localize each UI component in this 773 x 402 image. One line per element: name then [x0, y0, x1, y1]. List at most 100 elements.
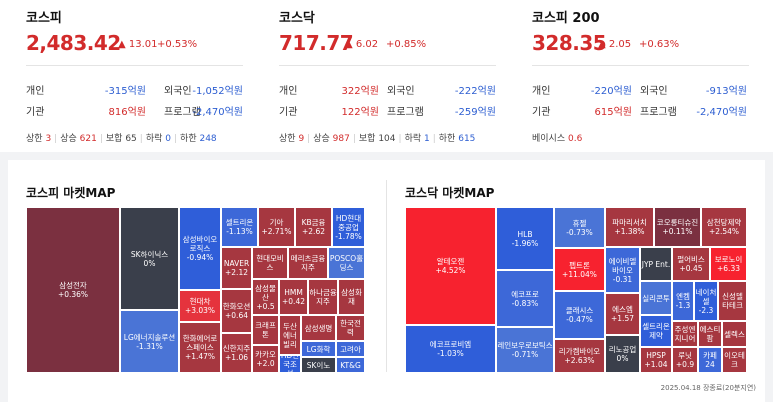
- map-tile[interactable]: 신성델타테크: [718, 281, 747, 321]
- map-tile[interactable]: 레인보우로보틱스 -0.71%: [496, 327, 554, 373]
- index-percent: +0.53%: [157, 39, 198, 50]
- inst-value: 816억원: [108, 107, 147, 118]
- map-tile[interactable]: 삼성화재: [338, 279, 365, 315]
- map-tile[interactable]: 셀렉스: [722, 321, 747, 347]
- map-tile[interactable]: 실리콘투: [640, 281, 672, 315]
- map-tile[interactable]: 삼성물산 +0.5: [252, 279, 279, 315]
- inst-value: 122억원: [341, 107, 380, 118]
- market-map-panel: 코스피 마켓MAP 코스닥 마켓MAP 삼성전자 +0.36% SK하이닉스 0% …: [8, 160, 765, 402]
- kospi-treemap: 삼성전자 +0.36% SK하이닉스 0% LG에너지솔루션 -1.31% 삼성바이오…: [26, 207, 365, 373]
- foreign-label: 외국인: [387, 86, 415, 97]
- map-tile[interactable]: JYP Ent.: [640, 247, 672, 281]
- map-tile[interactable]: 에코프로 -0.83%: [496, 270, 554, 327]
- map-tile[interactable]: HMM +0.42: [279, 279, 308, 315]
- map-tile[interactable]: 신한지주 +1.06: [221, 333, 252, 373]
- program-label: 프로그램: [164, 107, 201, 118]
- index-percent: +0.85%: [386, 39, 427, 50]
- inst-label: 기관: [26, 107, 45, 118]
- map-tile[interactable]: HLB -1.96%: [496, 207, 554, 270]
- advance-decline: 상한 3 | 상승 621 | 보합 65 | 하락 0 | 하한 248: [26, 134, 217, 144]
- map-tile[interactable]: 삼성바이오로직스 -0.94%: [179, 207, 221, 290]
- map-tile[interactable]: 기아 +2.71%: [258, 207, 295, 247]
- map-tile[interactable]: POSCO홀딩스: [328, 247, 365, 279]
- map-tile[interactable]: 현대차 +3.03%: [179, 290, 221, 322]
- map-tile[interactable]: 클래시스 -0.47%: [554, 291, 605, 339]
- map-tile[interactable]: LG에너지솔루션 -1.31%: [120, 310, 179, 373]
- index-value: 717.77: [279, 31, 354, 55]
- index-name[interactable]: 코스피 200: [532, 11, 600, 26]
- map-tile[interactable]: 카카오 +2.0: [252, 345, 279, 373]
- personal-label: 개인: [26, 86, 45, 97]
- kosdaq-card[interactable]: 코스닥 717.77 ▲ 6.02 +0.85% 개인 322억원 외국인 -2…: [279, 0, 496, 152]
- map-tile[interactable]: 크래프톤: [252, 315, 279, 345]
- map-tile[interactable]: 이오테크: [722, 347, 747, 373]
- foreign-label: 외국인: [164, 86, 192, 97]
- map-tile[interactable]: NAVER +2.12: [221, 247, 252, 289]
- map-tile[interactable]: 하나금융지주: [308, 279, 338, 315]
- map-tile[interactable]: 리노공업 0%: [605, 335, 640, 373]
- map-tile[interactable]: 에스엠 +1.57: [605, 293, 640, 335]
- map-tile[interactable]: 셀트리온 -1.13%: [221, 207, 258, 247]
- map-tile[interactable]: 한국전력: [336, 315, 365, 341]
- kospi200-card[interactable]: 코스피 200 328.35 ▲ 2.05 +0.63% 개인 -220억원 외…: [532, 0, 749, 152]
- map-tile[interactable]: SK하이닉스 0%: [120, 207, 179, 310]
- program-label: 프로그램: [640, 107, 677, 118]
- inst-label: 기관: [279, 107, 298, 118]
- map-tile[interactable]: 알테오젠 +4.52%: [405, 207, 496, 325]
- index-change: ▲ 2.05: [598, 39, 632, 50]
- map-tile[interactable]: 휴젤 -0.73%: [554, 207, 605, 248]
- kosdaq-treemap: 알테오젠 +4.52% 에코프로비엠 -1.03% HLB -1.96% 에코프로 -0…: [405, 207, 747, 373]
- divider: [26, 65, 243, 66]
- map-tile[interactable]: KT&G: [336, 357, 365, 373]
- kosdaq-map-title[interactable]: 코스닥 마켓MAP: [405, 186, 495, 200]
- index-name[interactable]: 코스피: [26, 11, 62, 26]
- divider: [386, 180, 387, 372]
- foreign-label: 외국인: [640, 86, 668, 97]
- map-tile[interactable]: 고려아: [336, 341, 365, 357]
- map-tile[interactable]: 삼천당제약 +2.54%: [701, 207, 747, 247]
- map-tile[interactable]: 루닛 +0.9: [672, 347, 698, 373]
- index-name[interactable]: 코스닥: [279, 11, 315, 26]
- personal-value: -315억원: [104, 86, 146, 97]
- map-tile[interactable]: 주성엔지니어: [672, 321, 698, 347]
- personal-label: 개인: [279, 86, 298, 97]
- map-tile[interactable]: 삼성전자 +0.36%: [26, 207, 120, 373]
- inst-value: 615억원: [594, 107, 633, 118]
- map-tile[interactable]: 삼성생명: [301, 315, 336, 341]
- inst-label: 기관: [532, 107, 551, 118]
- divider: [279, 65, 496, 66]
- map-tile[interactable]: 파마리서치 +1.38%: [605, 207, 654, 247]
- map-tile[interactable]: 네이처셀 -2.3: [694, 281, 718, 321]
- program-label: 프로그램: [387, 107, 424, 118]
- map-tile[interactable]: 에코프로비엠 -1.03%: [405, 325, 496, 373]
- divider: [532, 65, 749, 66]
- map-tile[interactable]: 카페24: [698, 347, 722, 373]
- map-tile[interactable]: SK이노: [301, 357, 336, 373]
- map-tile[interactable]: HPSP +1.04: [640, 347, 672, 373]
- kospi-card[interactable]: 코스피 2,483.42 ▲ 13.01 +0.53% 개인 -315억원 외국…: [26, 0, 243, 152]
- map-tile[interactable]: 엔켐 -1.3: [672, 281, 694, 321]
- personal-value: 322억원: [341, 86, 380, 97]
- map-tile[interactable]: 보로노이 +6.33: [710, 247, 747, 281]
- map-tile[interactable]: 에스티팜: [698, 321, 722, 347]
- map-tile[interactable]: 코오롱티슈진 +0.11%: [654, 207, 701, 247]
- map-tile[interactable]: LG화학: [301, 341, 336, 357]
- map-tile[interactable]: 현대모비스: [252, 247, 288, 279]
- foreign-value: -222억원: [454, 86, 496, 97]
- index-value: 328.35: [532, 31, 607, 55]
- map-timestamp: 2025.04.18 장종료(20분지연): [660, 384, 756, 392]
- map-tile[interactable]: 에이비엘바이오 -0.31: [605, 247, 640, 293]
- map-tile[interactable]: 펩트론 +11.04%: [554, 248, 605, 291]
- map-tile[interactable]: HD현대중공업 -1.78%: [332, 207, 365, 247]
- kospi-map-title[interactable]: 코스피 마켓MAP: [26, 186, 116, 200]
- map-tile[interactable]: 셀트리온제약: [640, 315, 672, 347]
- map-tile[interactable]: 한화에어로스페이스 +1.47%: [179, 322, 221, 373]
- map-tile[interactable]: HD한국조선: [279, 355, 301, 373]
- personal-label: 개인: [532, 86, 551, 97]
- map-tile[interactable]: 펄어비스 +0.45: [672, 247, 710, 281]
- map-tile[interactable]: 한화오션 +0.64: [221, 289, 252, 333]
- map-tile[interactable]: 리가켐바이오 +2.63%: [554, 339, 605, 373]
- map-tile[interactable]: KB금융 +2.62: [295, 207, 332, 247]
- map-tile[interactable]: 두산에너빌리: [279, 315, 301, 355]
- map-tile[interactable]: 메리츠금융지주: [288, 247, 328, 279]
